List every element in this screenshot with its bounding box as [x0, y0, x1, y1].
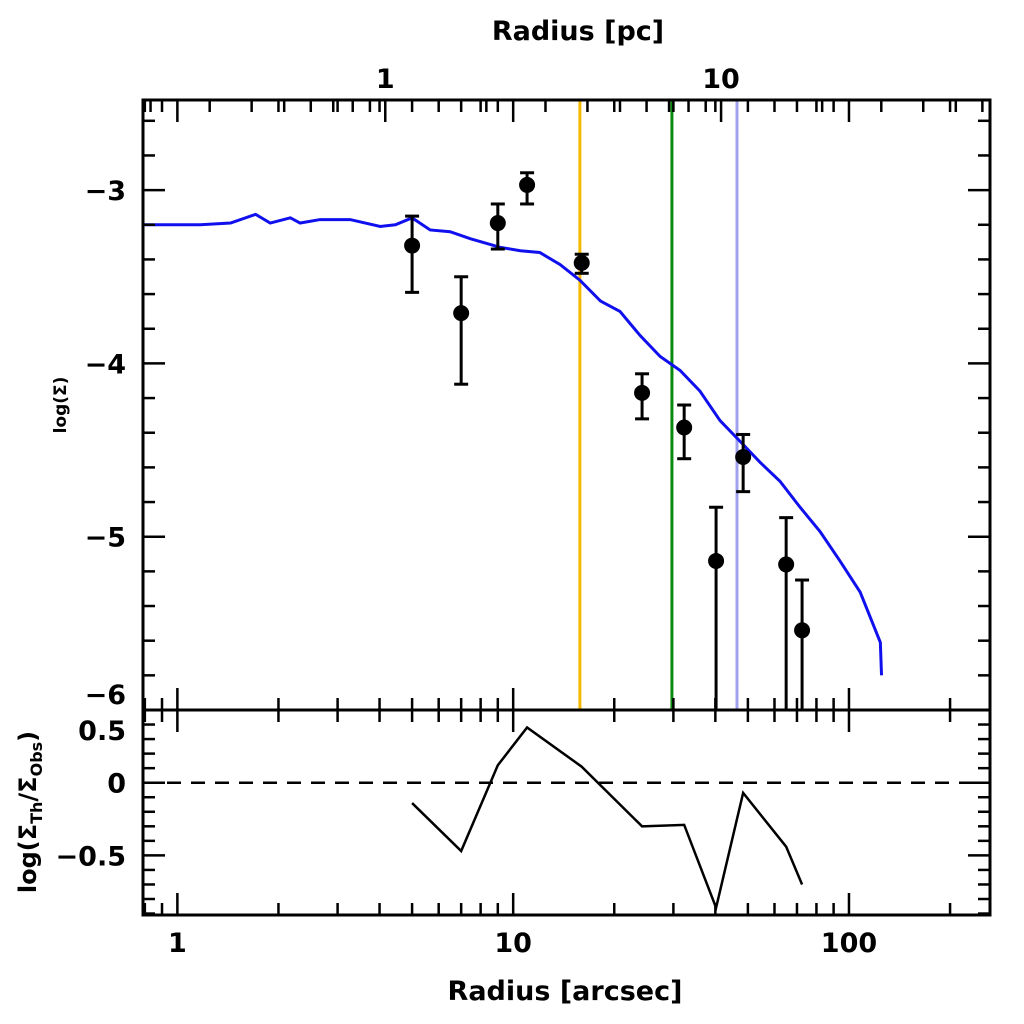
data-point-0 [404, 214, 421, 294]
axis-labels: Radius [pc] Radius [arcsec] log(Σ) log(Σ… [14, 16, 682, 1007]
data-point-1 [453, 275, 470, 386]
residual-y-tick-label: −0.5 [56, 841, 126, 872]
y-tick-label: −5 [85, 523, 126, 554]
data-marker [519, 176, 536, 193]
data-point-7 [708, 505, 725, 710]
data-marker [573, 254, 590, 271]
residual-panel [143, 725, 990, 912]
residual-y-tick-label: 0.5 [78, 716, 126, 747]
data-point-8 [735, 432, 752, 494]
y-axis-title-residual: log(ΣTh/ΣObs) [14, 731, 46, 893]
x-tick-label: 10 [494, 928, 532, 959]
top-x-tick-label: 10 [702, 64, 740, 95]
data-point-10 [794, 578, 811, 710]
data-point-2 [489, 202, 506, 251]
data-marker [404, 237, 421, 254]
y-axis-title-main: log(Σ) [51, 377, 71, 434]
data-marker [778, 556, 795, 573]
data-marker [676, 419, 693, 436]
y-tick-label: −6 [85, 680, 126, 711]
y-tick-label: −3 [85, 176, 126, 207]
data-marker [735, 448, 752, 465]
data-marker [453, 305, 470, 322]
x-axis-title: Radius [arcsec] [448, 976, 683, 1007]
top-x-tick-label: 1 [376, 64, 395, 95]
x-tick-label: 1 [168, 928, 187, 959]
data-marker [708, 552, 725, 569]
data-marker [794, 622, 811, 639]
model-line [143, 212, 884, 676]
data-point-6 [676, 403, 693, 461]
main-panel [143, 100, 884, 710]
axes: 1 10 100 1 10 −3 −4 −5 −6 0.5 0 −0.5 [56, 64, 992, 959]
y-tick-label: −4 [85, 349, 126, 380]
data-point-5 [634, 372, 651, 421]
residual-y-tick-label: 0 [107, 769, 126, 800]
data-marker [634, 384, 651, 401]
data-point-9 [778, 516, 795, 710]
data-point-3 [519, 171, 536, 206]
data-marker [489, 215, 506, 232]
residual-line [411, 725, 804, 912]
data-point-4 [573, 252, 590, 275]
x-tick-label: 100 [821, 928, 877, 959]
top-x-axis-title: Radius [pc] [492, 16, 664, 47]
